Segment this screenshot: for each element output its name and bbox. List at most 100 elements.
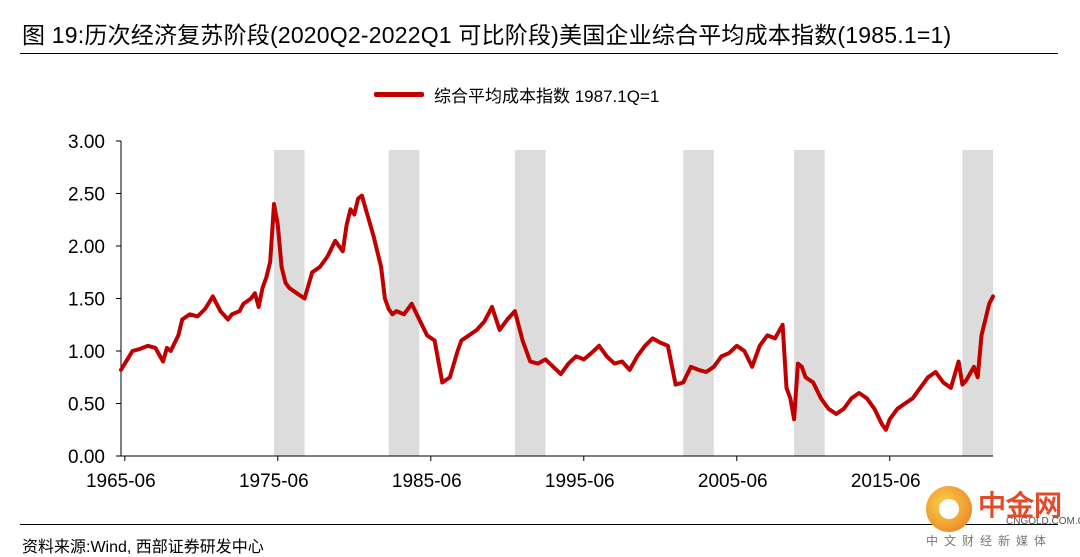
legend-line-swatch: [374, 92, 424, 97]
data-point: [379, 265, 383, 269]
data-point: [505, 318, 509, 321]
data-point: [758, 344, 762, 348]
data-point: [264, 276, 268, 279]
data-point: [348, 207, 352, 211]
data-point: [903, 402, 907, 405]
data-point: [448, 375, 452, 379]
data-point: [941, 381, 945, 384]
data-point: [371, 234, 375, 237]
data-point: [482, 320, 486, 324]
data-point: [169, 349, 173, 353]
data-point: [804, 375, 808, 379]
data-point: [674, 383, 678, 387]
shaded-period-3: [514, 150, 546, 456]
data-point: [884, 428, 888, 432]
data-point: [589, 351, 593, 355]
data-point: [268, 260, 272, 264]
data-point: [475, 328, 479, 332]
data-point: [283, 281, 287, 285]
data-point: [513, 309, 517, 313]
source-note: 资料来源:Wind, 西部证券研发中心: [22, 539, 264, 556]
data-point: [559, 372, 563, 376]
data-point: [130, 349, 134, 353]
data-point: [949, 386, 953, 390]
data-point: [440, 381, 444, 384]
data-point: [960, 383, 964, 387]
data-point: [195, 314, 199, 318]
data-point: [597, 344, 601, 348]
x-tick-label: 1985-06: [392, 471, 462, 492]
data-point: [934, 370, 938, 374]
data-point: [964, 378, 968, 382]
data-point: [276, 223, 280, 227]
data-point: [742, 349, 746, 353]
data-point: [394, 309, 398, 313]
data-point: [146, 344, 150, 348]
data-point: [781, 323, 785, 327]
data-point: [643, 344, 647, 348]
watermark: 中金网 CNGOLD.COM.CN 中文财经新媒体: [918, 478, 1080, 548]
data-point: [865, 396, 869, 400]
data-point: [287, 286, 291, 290]
x-tick-label: 2015-06: [851, 471, 921, 492]
data-point: [926, 375, 930, 379]
data-point: [345, 223, 349, 227]
watermark-brand: 中金网: [978, 490, 1063, 521]
data-point: [620, 360, 624, 363]
data-point: [165, 346, 169, 350]
data-point: [635, 354, 639, 358]
chart-legend: 综合平均成本指数 1987.1Q=1: [374, 82, 659, 107]
data-point: [612, 362, 616, 366]
data-point: [857, 391, 861, 395]
data-point: [983, 318, 987, 321]
data-point: [226, 318, 230, 321]
data-point: [333, 239, 337, 243]
data-point: [459, 339, 463, 342]
data-point: [341, 249, 345, 253]
data-point: [544, 357, 548, 361]
data-point: [352, 213, 356, 216]
data-point: [456, 349, 460, 353]
data-point: [681, 381, 685, 384]
y-tick-label: 2.00: [68, 237, 105, 258]
data-point: [735, 344, 739, 348]
data-point: [138, 347, 142, 351]
data-point: [888, 417, 892, 421]
data-point: [991, 294, 995, 298]
data-point: [280, 265, 284, 269]
y-tick-label: 1.50: [68, 290, 105, 311]
data-point: [241, 302, 245, 306]
data-point: [238, 309, 242, 313]
series-line-1: [119, 193, 995, 432]
data-point: [303, 297, 307, 300]
data-point: [819, 396, 823, 400]
data-point: [528, 360, 532, 363]
data-point: [651, 336, 655, 340]
title-divider: [20, 53, 1058, 54]
data-point: [253, 291, 257, 295]
data-point: [364, 207, 368, 211]
data-point: [295, 291, 299, 295]
legend-label: 综合平均成本指数 1987.1Q=1: [434, 87, 660, 106]
data-point: [356, 197, 360, 201]
data-point: [792, 417, 796, 421]
data-point: [727, 351, 731, 355]
data-point: [249, 297, 253, 300]
data-point: [697, 368, 701, 372]
data-point: [326, 255, 330, 258]
data-point: [261, 286, 265, 290]
data-point: [360, 194, 364, 198]
data-point: [574, 354, 578, 358]
data-point: [842, 407, 846, 411]
data-point: [180, 318, 184, 321]
data-point: [433, 339, 437, 342]
data-point: [811, 381, 815, 384]
shaded-period-4: [683, 150, 714, 456]
data-point: [750, 365, 754, 369]
data-point: [425, 333, 429, 337]
shaded-period-2: [388, 150, 420, 456]
data-point: [784, 386, 788, 390]
data-point: [417, 318, 421, 321]
data-point: [972, 365, 976, 369]
data-point: [895, 407, 899, 411]
